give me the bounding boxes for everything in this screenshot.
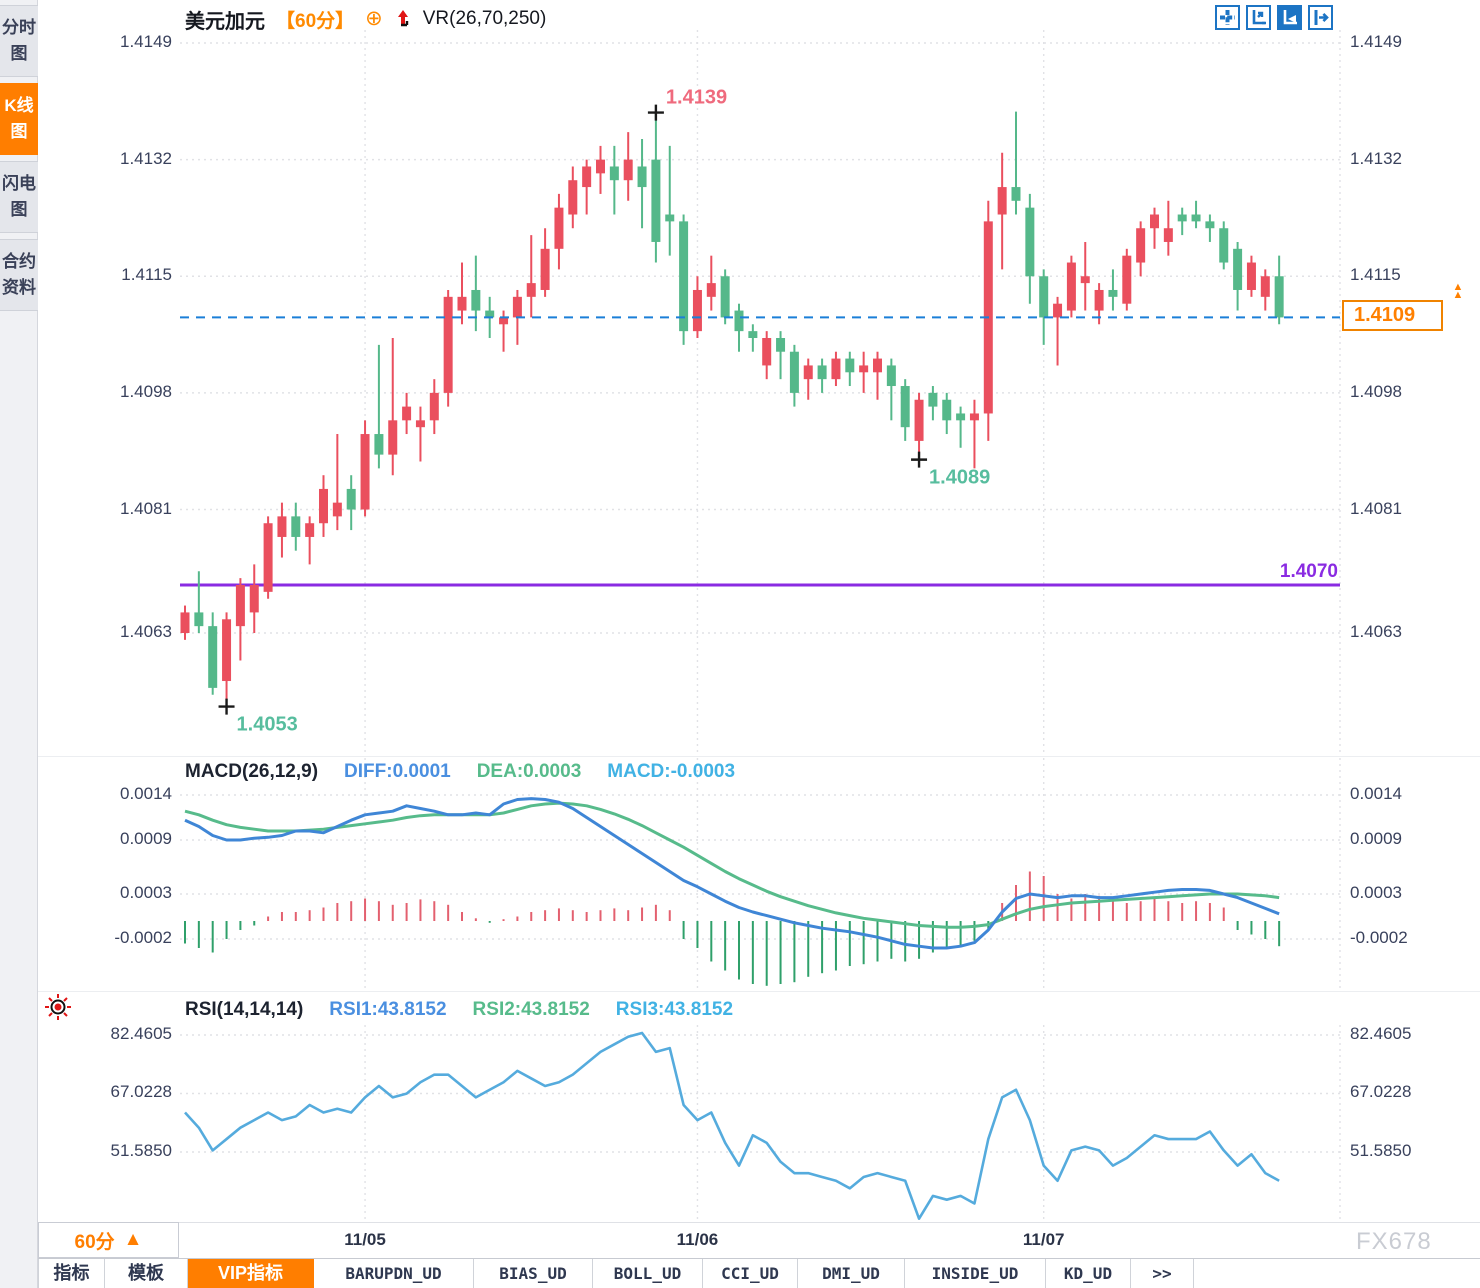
fit-x-axis-tool-icon[interactable] [1246, 5, 1271, 30]
buy-arrow-icon [394, 8, 412, 30]
symbol-title: 美元加元 [185, 10, 265, 33]
bottom-tab-6[interactable]: BOLL_UD [593, 1259, 703, 1288]
bottom-tab-9[interactable]: INSIDE_UD [905, 1259, 1046, 1288]
x-axis-date-label: 11/07 [1022, 1230, 1065, 1249]
bottom-tab-1[interactable]: 指标 [38, 1259, 105, 1288]
x-axis-date-label: 11/05 [344, 1230, 386, 1249]
chart-header: 美元加元 【60分】 ⊕ VR(26,70,250) [185, 5, 546, 33]
bottom-tab-7[interactable]: CCI_UD [703, 1259, 798, 1288]
sidebar-tab-3[interactable]: 闪电图 [0, 161, 38, 233]
bottom-tab-5[interactable]: BIAS_UD [474, 1259, 593, 1288]
overlay-indicator-label: VR(26,70,250) [422, 8, 547, 29]
current-price-tag: 1.4109 [1342, 300, 1444, 332]
bottom-tab-4[interactable]: BARUPDN_UD [314, 1259, 474, 1288]
panel-separator [38, 756, 1480, 757]
crosshair-tool-icon[interactable] [1215, 5, 1240, 30]
interval-badge[interactable]: 【60分】 [276, 10, 355, 32]
alert-sun-icon[interactable] [44, 993, 72, 1021]
bottom-tab-3[interactable]: VIP指标 [188, 1259, 314, 1288]
rsi1-value: RSI1:43.8152 [329, 999, 447, 1020]
macd-hist-value: MACD:-0.0003 [607, 761, 736, 782]
macd-name-label: MACD(26,12,9) [185, 761, 319, 782]
macd-dea-value: DEA:0.0003 [476, 761, 582, 782]
x-axis-band [38, 1222, 1480, 1258]
scroll-to-latest-icon[interactable]: ▲ ▲ [1452, 281, 1464, 302]
chart-toolbar [1215, 5, 1333, 30]
rsi2-value: RSI2:43.8152 [472, 999, 590, 1020]
period-selector[interactable]: 60分 ▲ [38, 1222, 179, 1258]
bottom-tab-8[interactable]: DMI_UD [798, 1259, 905, 1288]
watermark: FX678 [1356, 1228, 1432, 1255]
bottom-tab-11[interactable]: >> [1131, 1259, 1194, 1288]
indicator-tab-bar: 指标 模板 VIP指标 BARUPDN_UD BIAS_UD BOLL_UD CCI_UD D… [38, 1258, 1480, 1288]
fit-y-axis-tool-icon[interactable] [1277, 5, 1302, 30]
main-candlestick-canvas[interactable]: 1.4070 1.4139 1.4053 1.4089 [40, 30, 1480, 755]
bottom-tab-2[interactable]: 模板 [105, 1259, 188, 1288]
sidebar-tab-2[interactable]: K线图 [0, 83, 38, 155]
rsi-header: RSI(14,14,14) RSI1:43.8152 RSI2:43.8152 … [185, 999, 733, 1021]
macd-diff-value: DIFF:0.0001 [344, 761, 451, 782]
macd-header: MACD(26,12,9) DIFF:0.0001 DEA:0.0003 MAC… [185, 761, 735, 783]
rsi-panel-canvas[interactable] [40, 1025, 1480, 1222]
low-price-annotation: 1.4089 [929, 467, 990, 489]
period-arrow-icon: ▲ [123, 1229, 143, 1250]
low-price-annotation: 1.4053 [237, 714, 298, 736]
left-sidebar: 分时图 K线图闪电图合约资料 [0, 0, 38, 1288]
rsi-name-label: RSI(14,14,14) [185, 999, 304, 1020]
x-axis-date-label: 11/06 [676, 1230, 719, 1249]
sidebar-tab-4[interactable]: 合约资料 [0, 239, 38, 311]
macd-panel-canvas[interactable] [40, 758, 1480, 990]
support-line-label: 1.4070 [1280, 561, 1338, 582]
panel-separator [38, 991, 1480, 992]
add-indicator-icon[interactable]: ⊕ [365, 7, 383, 30]
period-label: 60分 [74, 1231, 115, 1253]
sidebar-tab-1[interactable]: 分时图 [0, 5, 38, 77]
rsi3-value: RSI3:43.8152 [615, 999, 734, 1020]
collapse-right-panel-tool-icon[interactable] [1308, 5, 1333, 30]
high-price-annotation: 1.4139 [666, 87, 727, 109]
bottom-tab-10[interactable]: KD_UD [1046, 1259, 1131, 1288]
